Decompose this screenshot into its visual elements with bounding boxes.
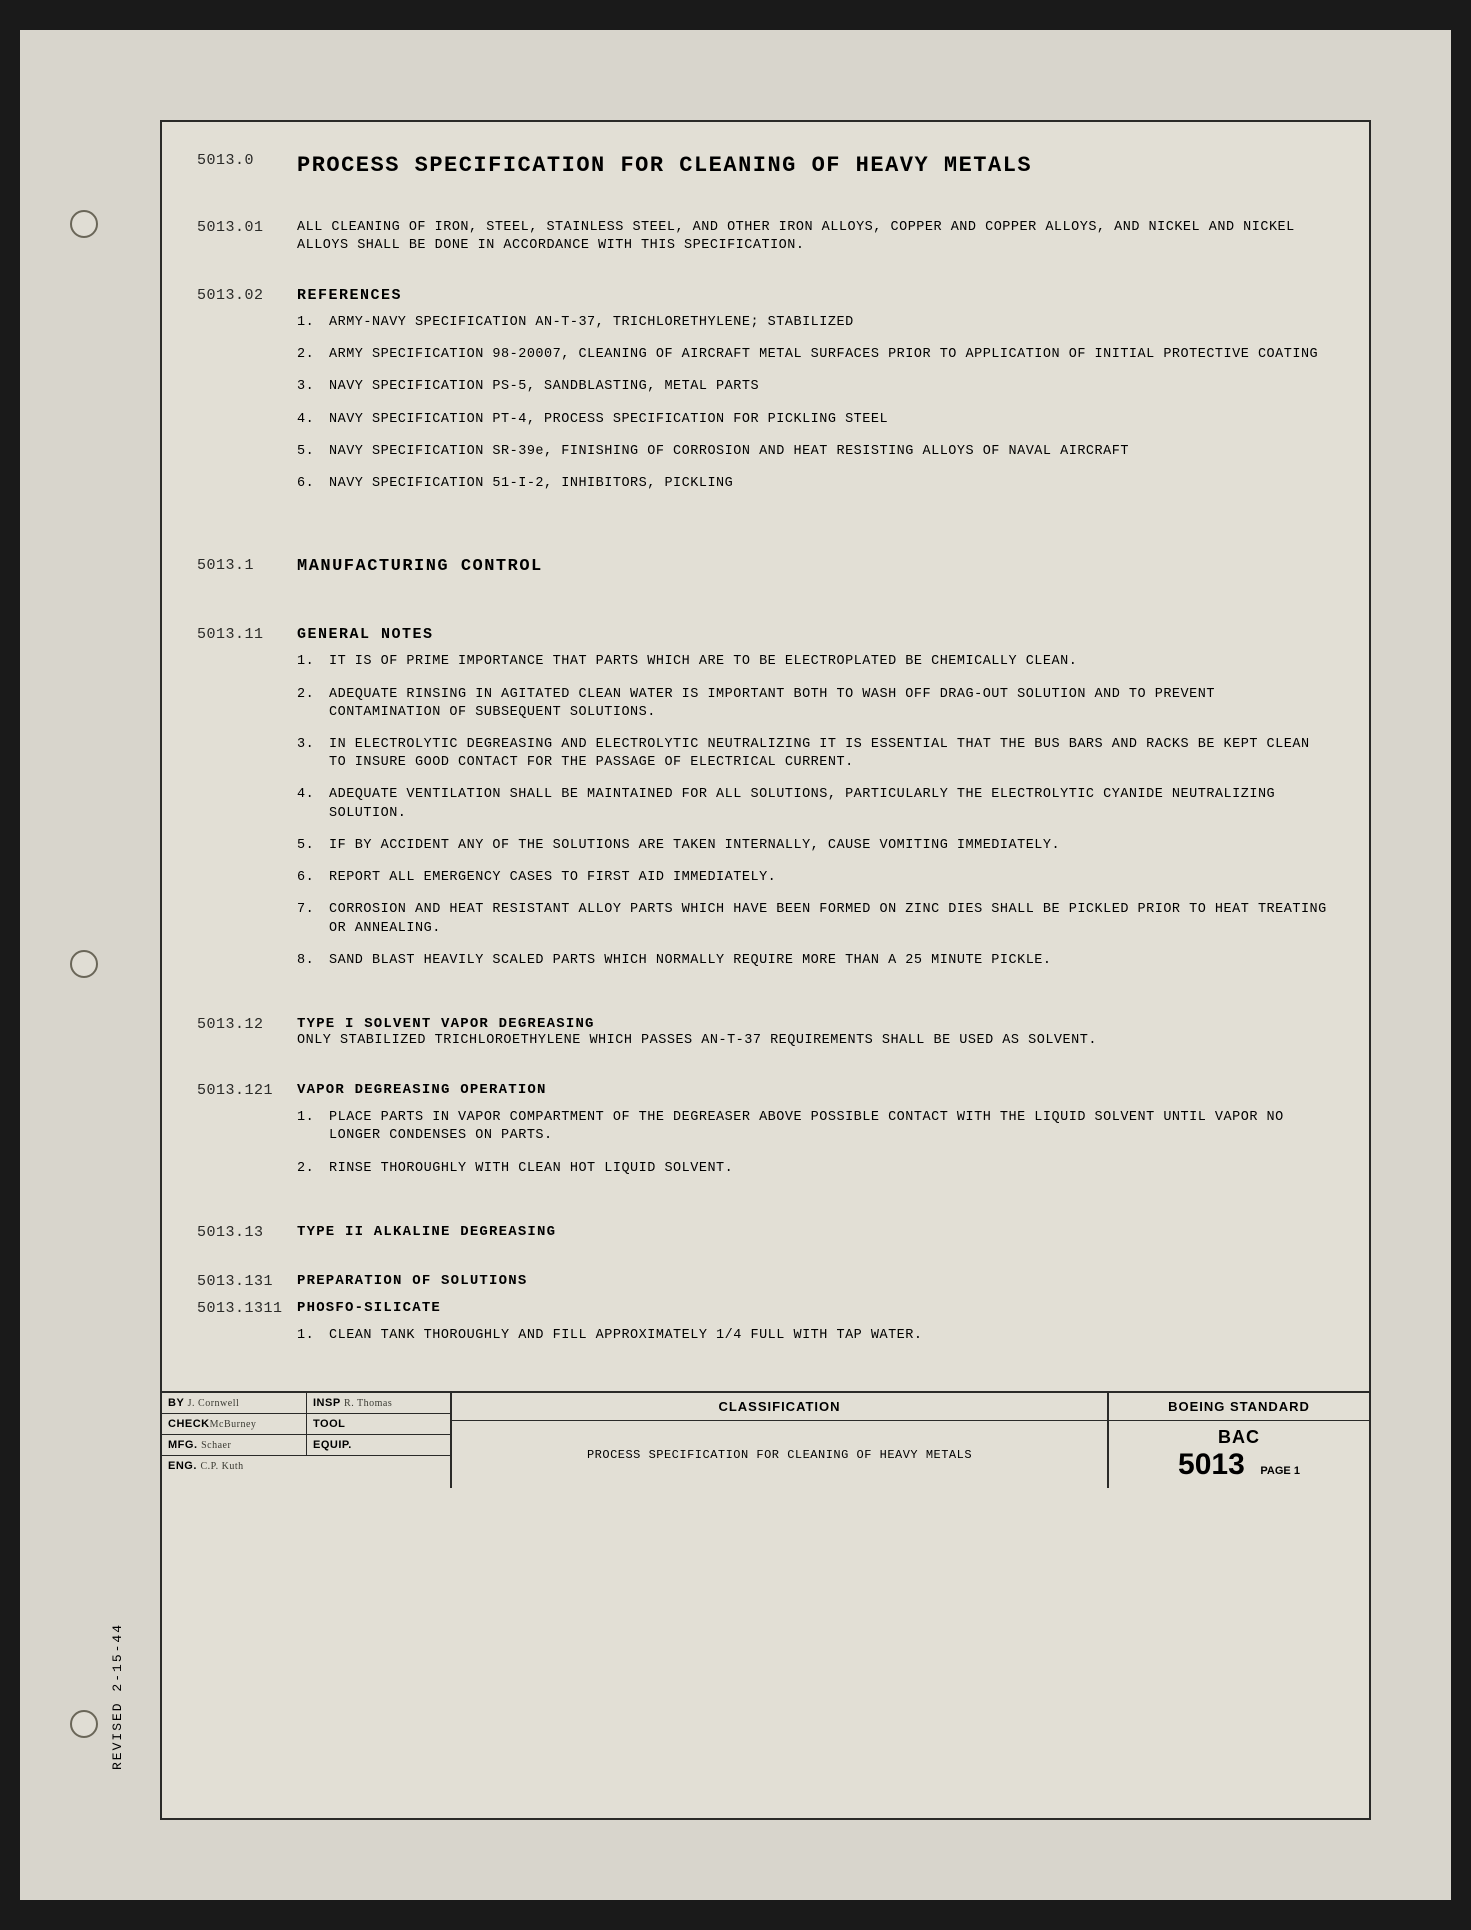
section-number: 5013.121: [197, 1082, 297, 1099]
section-number: 5013.12: [197, 1016, 297, 1033]
eng-signature: C.P. Kuth: [200, 1461, 243, 1472]
list-item: 6.REPORT ALL EMERGENCY CASES TO FIRST AI…: [297, 869, 1334, 887]
bac-label: BAC: [1218, 1427, 1260, 1448]
footer-block: BY J. Cornwell INSP R. Thomas CHECKMcBur…: [162, 1391, 1369, 1488]
punch-hole-icon: [70, 950, 98, 978]
list-item: 4.NAVY SPECIFICATION PT-4, PROCESS SPECI…: [297, 411, 1334, 429]
section-number: 5013.131: [197, 1273, 297, 1290]
vapor-op-list: 1.PLACE PARTS IN VAPOR COMPARTMENT OF TH…: [297, 1109, 1334, 1178]
phosfo-heading: PHOSFO-SILICATE: [297, 1300, 1334, 1316]
insp-signature: R. Thomas: [344, 1398, 392, 1409]
list-item: 1.PLACE PARTS IN VAPOR COMPARTMENT OF TH…: [297, 1109, 1334, 1145]
section-number: 5013.1: [197, 557, 297, 574]
vapor-op-heading: VAPOR DEGREASING OPERATION: [297, 1082, 1334, 1098]
footer-signatures: BY J. Cornwell INSP R. Thomas CHECKMcBur…: [162, 1393, 452, 1488]
list-item: 7.CORROSION AND HEAT RESISTANT ALLOY PAR…: [297, 901, 1334, 937]
list-item: 3.IN ELECTROLYTIC DEGREASING AND ELECTRO…: [297, 736, 1334, 772]
mfg-label: MFG.: [168, 1439, 198, 1451]
tool-label: TOOL: [313, 1418, 345, 1430]
list-item: 1.CLEAN TANK THOROUGHLY AND FILL APPROXI…: [297, 1327, 1334, 1345]
section-number: 5013.13: [197, 1224, 297, 1241]
check-signature: McBurney: [210, 1419, 257, 1430]
by-signature: J. Cornwell: [188, 1398, 240, 1409]
insp-label: INSP: [313, 1397, 340, 1409]
classification-label: CLASSIFICATION: [452, 1393, 1107, 1421]
mfg-signature: Schaer: [201, 1440, 231, 1451]
list-item: 8.SAND BLAST HEAVILY SCALED PARTS WHICH …: [297, 952, 1334, 970]
general-notes-list: 1.IT IS OF PRIME IMPORTANCE THAT PARTS W…: [297, 653, 1334, 970]
references-heading: REFERENCES: [297, 287, 1334, 304]
section-number: 5013.02: [197, 287, 297, 304]
punch-hole-icon: [70, 210, 98, 238]
prep-sol-heading: PREPARATION OF SOLUTIONS: [297, 1273, 1334, 1289]
by-label: BY: [168, 1397, 184, 1409]
section-number: 5013.11: [197, 626, 297, 643]
list-item: 2.ADEQUATE RINSING IN AGITATED CLEAN WAT…: [297, 686, 1334, 722]
section-number: 5013.0: [197, 152, 297, 169]
footer-standard: BOEING STANDARD BAC 5013 PAGE 1: [1109, 1393, 1369, 1488]
document-frame: 5013.0 PROCESS SPECIFICATION FOR CLEANIN…: [160, 120, 1371, 1820]
list-item: 3.NAVY SPECIFICATION PS-5, SANDBLASTING,…: [297, 378, 1334, 396]
list-item: 1.IT IS OF PRIME IMPORTANCE THAT PARTS W…: [297, 653, 1334, 671]
phosfo-list: 1.CLEAN TANK THOROUGHLY AND FILL APPROXI…: [297, 1327, 1334, 1345]
punch-hole-icon: [70, 1710, 98, 1738]
list-item: 1.ARMY-NAVY SPECIFICATION AN-T-37, TRICH…: [297, 314, 1334, 332]
type1-subtext: ONLY STABILIZED TRICHLOROETHYLENE WHICH …: [297, 1032, 1334, 1050]
references-list: 1.ARMY-NAVY SPECIFICATION AN-T-37, TRICH…: [297, 314, 1334, 493]
manufacturing-heading: MANUFACTURING CONTROL: [297, 557, 1334, 576]
revised-label: REVISED 2-15-44: [110, 1623, 125, 1770]
type1-heading: TYPE I SOLVENT VAPOR DEGREASING: [297, 1016, 1334, 1032]
spec-code: 5013: [1178, 1448, 1245, 1481]
standard-label: BOEING STANDARD: [1109, 1393, 1369, 1421]
list-item: 4.ADEQUATE VENTILATION SHALL BE MAINTAIN…: [297, 786, 1334, 822]
type2-heading: TYPE II ALKALINE DEGREASING: [297, 1224, 1334, 1240]
section-number: 5013.1311: [197, 1300, 297, 1317]
list-item: 5.IF BY ACCIDENT ANY OF THE SOLUTIONS AR…: [297, 837, 1334, 855]
page-label: PAGE 1: [1260, 1465, 1300, 1477]
list-item: 6.NAVY SPECIFICATION 51-I-2, INHIBITORS,…: [297, 475, 1334, 493]
list-item: 2.RINSE THOROUGHLY WITH CLEAN HOT LIQUID…: [297, 1160, 1334, 1178]
list-item: 2.ARMY SPECIFICATION 98-20007, CLEANING …: [297, 346, 1334, 364]
eng-label: ENG.: [168, 1460, 197, 1472]
list-item: 5.NAVY SPECIFICATION SR-39e, FINISHING O…: [297, 443, 1334, 461]
section-number: 5013.01: [197, 219, 297, 236]
general-notes-heading: GENERAL NOTES: [297, 626, 1334, 643]
footer-title: PROCESS SPECIFICATION FOR CLEANING OF HE…: [452, 1421, 1107, 1488]
equip-label: EQUIP.: [313, 1439, 352, 1451]
footer-classification: CLASSIFICATION PROCESS SPECIFICATION FOR…: [452, 1393, 1109, 1488]
scanned-page: REVISED 2-15-44 5013.0 PROCESS SPECIFICA…: [20, 30, 1451, 1900]
intro-paragraph: ALL CLEANING OF IRON, STEEL, STAINLESS S…: [297, 219, 1334, 255]
document-title: PROCESS SPECIFICATION FOR CLEANING OF HE…: [297, 152, 1334, 181]
check-label: CHECK: [168, 1418, 210, 1430]
